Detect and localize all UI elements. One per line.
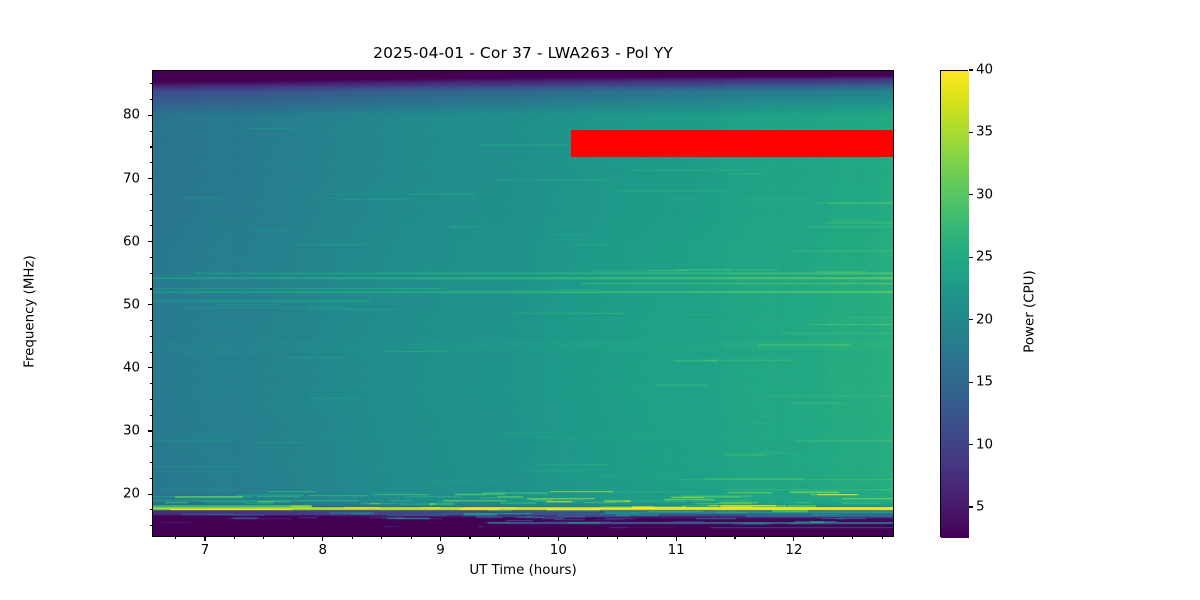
y-tick-major: [148, 114, 152, 116]
x-tick-label: 9: [436, 543, 445, 558]
x-tick-minor: [233, 537, 235, 540]
x-tick-label: 8: [318, 543, 328, 558]
y-tick-minor: [149, 509, 152, 511]
x-tick-minor: [381, 537, 383, 540]
colorbar-tick: [969, 256, 973, 258]
colorbar-tick-label: 10: [976, 437, 994, 453]
x-tick-label: 12: [785, 543, 803, 558]
x-tick-major: [793, 537, 795, 541]
colorbar-tick-label: 25: [976, 249, 994, 265]
x-tick-minor: [646, 537, 648, 540]
spectrogram-image: [153, 71, 893, 536]
x-tick-minor: [410, 537, 412, 540]
colorbar-tick: [969, 194, 973, 196]
x-tick-minor: [763, 537, 765, 540]
y-tick-major: [148, 493, 152, 495]
colorbar-tick: [969, 506, 973, 508]
colorbar-tick: [969, 319, 973, 321]
x-tick-minor: [292, 537, 294, 540]
x-tick-minor: [175, 537, 177, 540]
y-tick-minor: [149, 225, 152, 227]
x-tick-minor: [852, 537, 854, 540]
x-tick-major: [557, 537, 559, 541]
y-tick-minor: [149, 256, 152, 258]
y-tick-major: [148, 177, 152, 180]
y-tick-minor: [149, 193, 152, 195]
x-tick-major: [675, 537, 677, 541]
y-tick-minor: [149, 398, 152, 400]
y-tick-minor: [149, 461, 152, 464]
y-tick-label: 40: [122, 360, 140, 376]
y-tick-minor: [149, 83, 152, 85]
y-tick-major: [148, 241, 152, 243]
x-tick-minor: [822, 537, 824, 540]
y-tick-label: 60: [122, 234, 140, 250]
x-tick-major: [322, 537, 324, 541]
colorbar[interactable]: [940, 70, 969, 538]
x-tick-minor: [528, 537, 530, 540]
colorbar-tick-label: 30: [976, 187, 994, 203]
x-tick-minor: [469, 537, 471, 540]
plot-title: 2025-04-01 - Cor 37 - LWA263 - Pol YY: [373, 44, 673, 62]
y-tick-major: [148, 430, 152, 432]
colorbar-tick: [969, 131, 973, 133]
x-tick-minor: [263, 537, 265, 540]
y-tick-major: [148, 304, 152, 306]
x-tick-minor: [705, 537, 707, 540]
x-tick-major: [204, 537, 206, 541]
x-tick-minor: [351, 537, 353, 540]
x-tick-major: [440, 537, 442, 541]
spectrogram-axes[interactable]: [152, 70, 894, 537]
y-tick-minor: [149, 288, 152, 290]
x-tick-minor: [587, 537, 589, 540]
flagged-band: [571, 130, 893, 158]
y-tick-minor: [149, 351, 152, 353]
y-tick-label: 50: [122, 297, 140, 313]
y-tick-minor: [149, 162, 152, 164]
colorbar-tick: [969, 444, 973, 446]
y-tick-minor: [149, 446, 152, 448]
y-tick-minor: [149, 525, 152, 527]
y-tick-minor: [149, 335, 152, 337]
y-tick-minor: [149, 99, 152, 101]
colorbar-tick-label: 40: [976, 62, 994, 78]
colorbar-tick-label: 5: [976, 499, 985, 515]
x-tick-label: 11: [667, 543, 685, 558]
y-tick-minor: [149, 209, 152, 211]
colorbar-title: Power (CPU): [1022, 269, 1038, 353]
x-tick-minor: [616, 537, 618, 540]
y-tick-label: 20: [122, 486, 140, 502]
colorbar-tick-label: 15: [976, 374, 994, 390]
colorbar-tick-label: 35: [976, 124, 994, 140]
x-tick-minor: [881, 537, 883, 540]
y-tick-minor: [149, 146, 152, 148]
y-tick-minor: [149, 383, 152, 385]
y-tick-minor: [149, 414, 152, 416]
colorbar-tick-label: 20: [976, 312, 994, 328]
y-tick-label: 70: [122, 171, 140, 187]
x-tick-minor: [498, 537, 500, 540]
y-tick-label: 80: [122, 107, 140, 123]
y-tick-major: [148, 367, 152, 369]
colorbar-gradient: [941, 71, 969, 538]
y-tick-minor: [149, 319, 152, 322]
colorbar-tick: [969, 69, 973, 71]
y-tick-label: 30: [122, 423, 140, 439]
colorbar-tick: [969, 381, 973, 383]
x-axis-title: UT Time (hours): [469, 563, 577, 578]
y-tick-minor: [149, 130, 152, 132]
x-tick-label: 7: [200, 543, 210, 558]
x-tick-label: 10: [549, 543, 567, 558]
y-tick-minor: [149, 272, 152, 274]
x-tick-minor: [734, 537, 736, 540]
y-tick-minor: [149, 477, 152, 479]
